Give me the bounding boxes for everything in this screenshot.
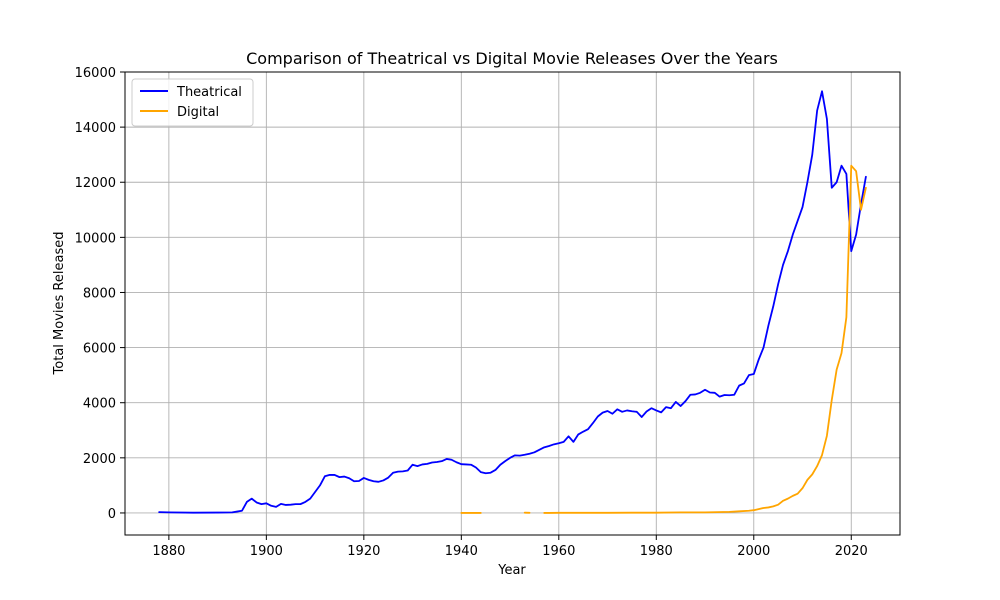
y-axis-ticks: 0 2000 4000 6000 8000 10000 12000 14000 16000 [75, 66, 125, 522]
y-tick-label: 12000 [75, 176, 116, 191]
x-axis-label: Year [497, 563, 526, 578]
y-tick-label: 6000 [83, 342, 116, 357]
series-line-theatrical [158, 90, 867, 514]
y-tick-label: 8000 [83, 286, 116, 301]
x-tick-label: 1900 [250, 544, 283, 559]
x-axis-ticks: 1880 1900 1920 1940 1960 1980 2000 2020 [152, 535, 868, 559]
plot-frame [124, 71, 901, 536]
y-tick-label: 10000 [75, 231, 116, 246]
y-tick-label: 0 [108, 507, 116, 522]
x-tick-label: 1940 [445, 544, 478, 559]
chart-title: Comparison of Theatrical vs Digital Movi… [246, 49, 778, 68]
y-tick-label: 16000 [75, 66, 116, 81]
x-tick-label: 1880 [152, 544, 185, 559]
x-tick-label: 1960 [542, 544, 575, 559]
series-lines [158, 90, 867, 514]
y-tick-label: 14000 [75, 121, 116, 136]
x-tick-label: 2000 [737, 544, 770, 559]
y-tick-label: 2000 [83, 452, 116, 467]
x-tick-label: 1980 [640, 544, 673, 559]
legend-label-digital: Digital [177, 105, 219, 120]
grid-lines [125, 71, 900, 535]
legend-label-theatrical: Theatrical [176, 85, 242, 100]
legend: Theatrical Digital [131, 78, 254, 127]
x-tick-label: 1920 [347, 544, 380, 559]
series-line-digital [543, 164, 867, 514]
y-tick-label: 4000 [83, 397, 116, 412]
y-axis-label: Total Movies Released [52, 232, 67, 376]
x-tick-label: 2020 [835, 544, 868, 559]
